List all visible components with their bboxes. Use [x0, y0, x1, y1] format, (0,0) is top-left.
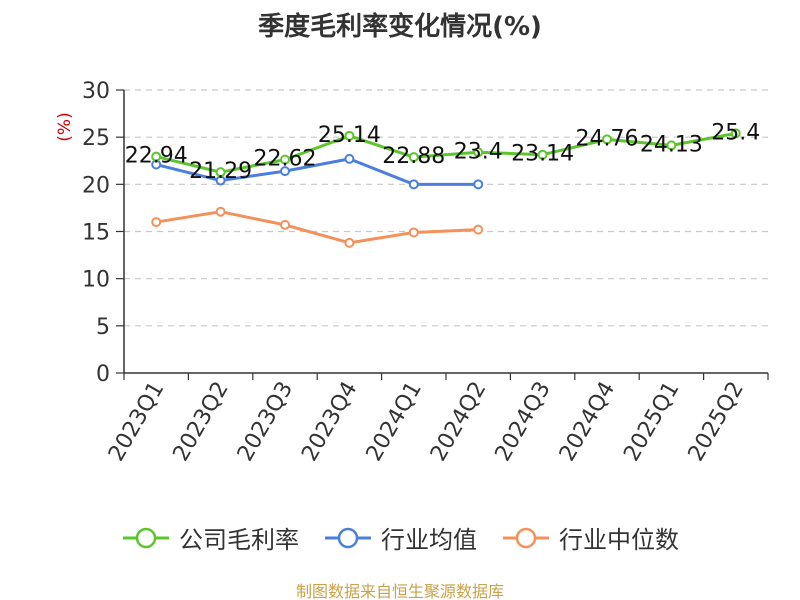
legend-label: 行业中位数	[559, 526, 679, 554]
legend-swatch	[123, 527, 169, 548]
data-point	[280, 166, 290, 177]
data-point	[215, 167, 226, 178]
chart-title: 季度毛利率变化情况(%)	[258, 12, 542, 42]
data-point	[537, 149, 548, 160]
legend-swatch	[325, 527, 371, 548]
data-label: 24.76	[576, 126, 639, 151]
x-tick-label: 2023Q1	[104, 378, 169, 466]
data-point	[666, 140, 677, 151]
data-point	[280, 154, 290, 165]
legend: 公司毛利率 行业均值 行业中位数	[0, 520, 800, 555]
data-point	[344, 237, 355, 248]
x-tick-label: 2023Q4	[297, 378, 362, 466]
legend-swatch	[503, 527, 549, 548]
data-point	[408, 227, 419, 238]
data-point	[730, 128, 741, 139]
legend-marker	[135, 527, 157, 548]
x-tick-label: 2025Q2	[684, 378, 749, 466]
y-tick-label: 30	[82, 79, 110, 104]
data-label: 23.4	[454, 139, 503, 164]
data-label: 24.13	[640, 132, 703, 157]
data-point	[602, 134, 612, 145]
data-point	[473, 224, 484, 235]
y-tick-label: 10	[82, 268, 110, 293]
legend-label: 行业均值	[381, 526, 477, 554]
x-tick-label: 2024Q2	[426, 378, 491, 466]
legend-item: 行业均值	[323, 520, 477, 555]
y-tick-label: 5	[96, 315, 110, 340]
x-tick-label: 2024Q3	[490, 378, 555, 466]
y-tick-label: 0	[96, 362, 110, 387]
x-tick-label: 2023Q3	[233, 378, 298, 466]
data-label: 23.14	[511, 142, 574, 167]
legend-item: 公司毛利率	[121, 520, 299, 555]
y-tick-label: 15	[82, 221, 110, 246]
data-label: 22.62	[254, 147, 317, 172]
data-label: 25.14	[318, 123, 381, 148]
x-tick-label: 2023Q2	[168, 378, 233, 466]
series-line	[155, 210, 479, 245]
data-point	[408, 152, 419, 163]
data-label: 21.29	[189, 159, 252, 184]
data-point	[473, 147, 484, 158]
data-label: 25.4	[711, 120, 760, 145]
legend-marker	[515, 527, 537, 548]
data-point	[344, 130, 355, 141]
data-point	[151, 151, 162, 162]
x-tick-label: 2024Q4	[555, 378, 620, 466]
data-point	[151, 217, 162, 228]
data-point	[215, 206, 226, 217]
series-line	[155, 157, 479, 186]
y-tick-label: 25	[82, 126, 110, 151]
source-note: 制图数据来自恒生聚源数据库	[295, 582, 504, 600]
data-label: 22.88	[382, 144, 445, 169]
data-point	[344, 153, 355, 164]
y-axis-label: (%)	[55, 112, 75, 141]
data-point	[473, 179, 484, 190]
y-tick-label: 20	[82, 173, 110, 198]
series-line	[155, 131, 737, 174]
legend-item: 行业中位数	[501, 520, 679, 555]
x-tick-label: 2024Q1	[362, 378, 427, 466]
legend-marker	[337, 527, 359, 548]
x-tick-label: 2025Q1	[619, 378, 684, 466]
data-point	[280, 219, 290, 230]
data-point	[408, 179, 419, 190]
legend-label: 公司毛利率	[179, 526, 299, 554]
data-label: 22.94	[125, 144, 188, 169]
